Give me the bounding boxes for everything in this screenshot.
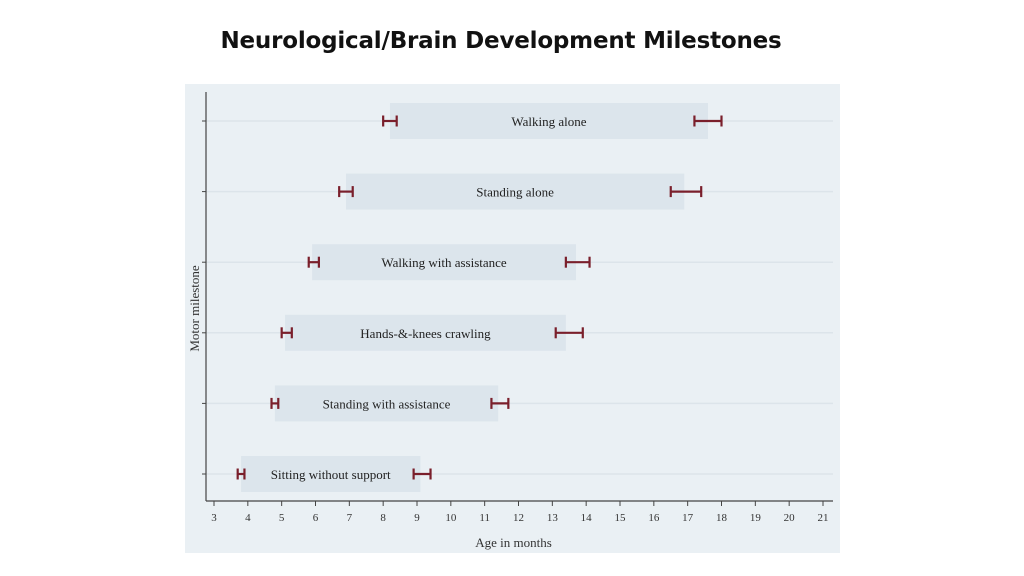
x-tick-label: 9 bbox=[414, 512, 420, 524]
start-error-bar bbox=[382, 115, 398, 127]
x-tick-label: 10 bbox=[445, 512, 457, 524]
x-tick-label: 12 bbox=[513, 512, 524, 524]
end-error-bar bbox=[693, 115, 723, 127]
chart-panel: Walking alone Standing alone Walking with … bbox=[185, 84, 840, 553]
x-tick-label: 15 bbox=[615, 512, 627, 524]
start-error-bar bbox=[338, 186, 354, 198]
x-tick-label: 14 bbox=[581, 512, 593, 524]
milestone-bar bbox=[285, 314, 566, 351]
end-error-bar bbox=[669, 186, 703, 198]
x-tick-label: 7 bbox=[347, 512, 353, 524]
milestone-label: Standing with assistance bbox=[323, 396, 451, 411]
end-error-bar bbox=[412, 468, 432, 480]
milestone-label: Walking alone bbox=[511, 114, 586, 129]
axes bbox=[205, 92, 833, 502]
end-error-bar bbox=[490, 397, 510, 409]
milestone-bar bbox=[389, 103, 708, 139]
page-title: Neurological/Brain Development Milestone… bbox=[220, 28, 782, 54]
x-tick-label: 13 bbox=[547, 512, 559, 524]
x-tick-label: 3 bbox=[211, 512, 217, 524]
milestone-bar bbox=[241, 456, 421, 492]
error-bars bbox=[236, 115, 723, 480]
x-axis-title: Age in months bbox=[475, 535, 552, 550]
x-tick-label: 4 bbox=[245, 512, 251, 524]
x-tick-label: 21 bbox=[818, 512, 829, 524]
start-error-bar bbox=[307, 256, 320, 268]
end-error-bar bbox=[554, 327, 584, 339]
start-error-bar bbox=[270, 397, 280, 409]
x-tick-label: 18 bbox=[716, 512, 728, 524]
milestone-bar bbox=[345, 173, 685, 210]
x-tick-label: 11 bbox=[479, 512, 490, 524]
x-tick-label: 16 bbox=[648, 512, 660, 524]
end-error-bar bbox=[564, 256, 591, 268]
x-axis-ticks: 3 4 5 6 7 8 9 10 11 12 13 14 15 16 17 18 19 20 21 bbox=[202, 120, 829, 524]
milestone-bar bbox=[312, 244, 577, 281]
milestone-bars: Walking alone Standing alone Walking with … bbox=[241, 103, 708, 492]
milestone-label: Standing alone bbox=[476, 185, 554, 200]
x-tick-label: 17 bbox=[682, 512, 694, 524]
x-tick-label: 6 bbox=[313, 512, 319, 524]
start-error-bar bbox=[236, 468, 246, 480]
milestone-label: Walking with assistance bbox=[381, 255, 507, 270]
x-tick-label: 20 bbox=[784, 512, 796, 524]
x-tick-label: 19 bbox=[750, 512, 762, 524]
x-tick-label: 8 bbox=[380, 512, 386, 524]
x-tick-label: 5 bbox=[279, 512, 285, 524]
start-error-bar bbox=[280, 327, 293, 339]
milestone-label: Sitting without support bbox=[271, 467, 391, 482]
milestone-bar bbox=[274, 385, 499, 422]
milestone-label: Hands-&-knees crawling bbox=[360, 326, 491, 341]
y-axis-title: Motor milestone bbox=[187, 265, 202, 352]
range-bar-chart: Walking alone Standing alone Walking with … bbox=[187, 92, 833, 550]
